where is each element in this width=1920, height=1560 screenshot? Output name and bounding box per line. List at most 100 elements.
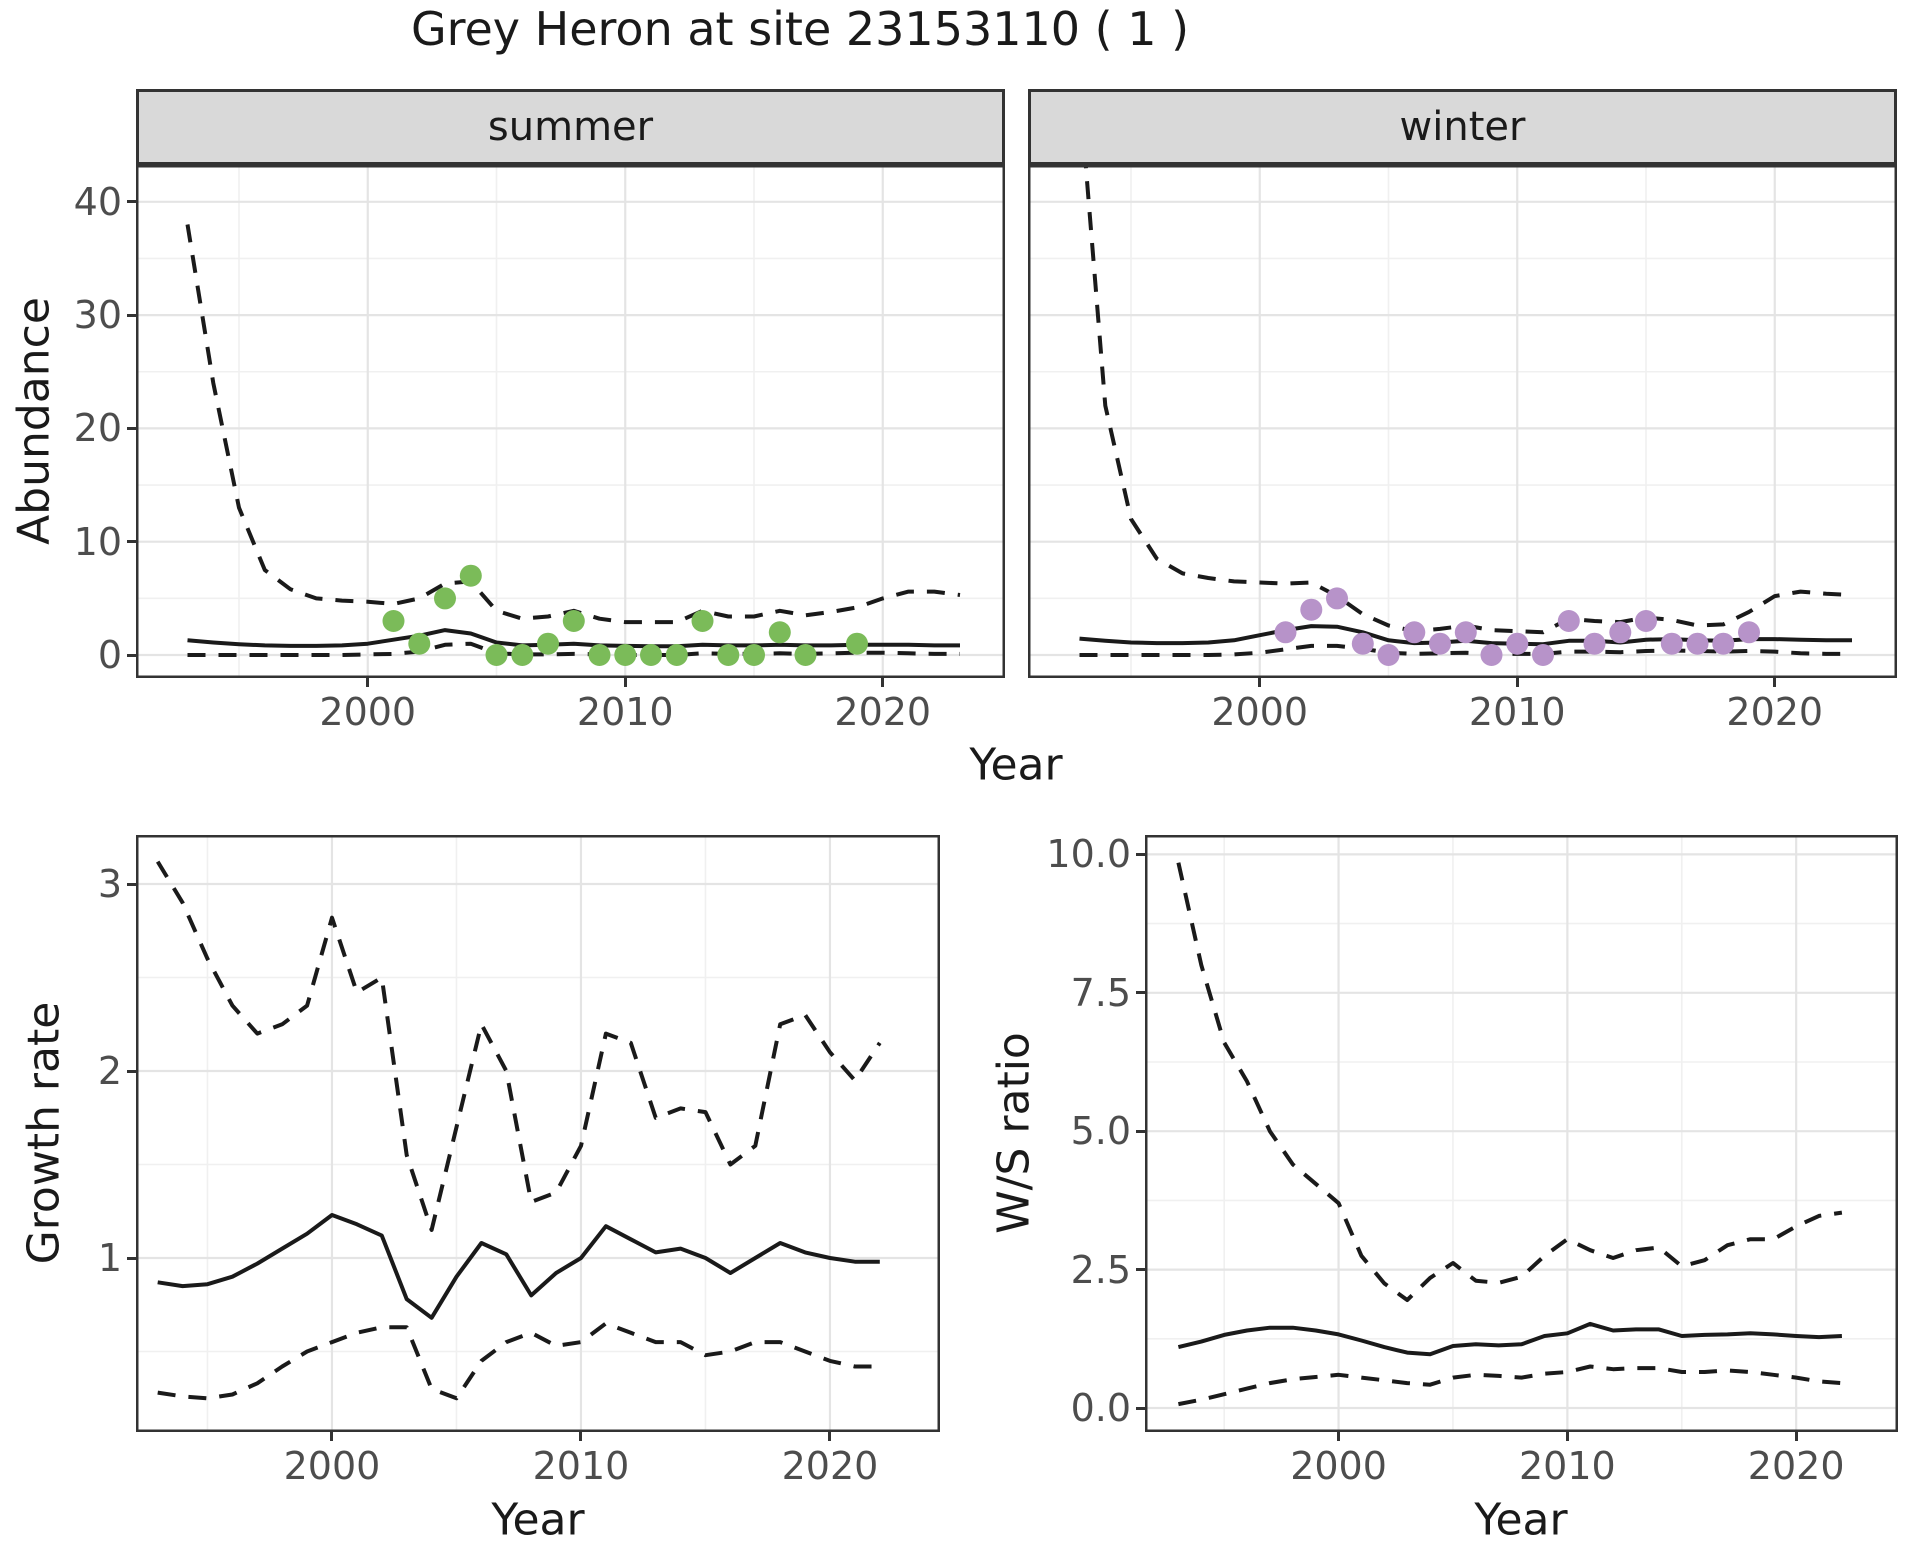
observation-point [846, 632, 868, 655]
y-tick-label: 10.0 [1046, 832, 1131, 877]
observation-point [562, 610, 585, 632]
y-tick-mark [127, 200, 136, 204]
x-tick-label: 2020 [1747, 1444, 1845, 1488]
observation-point [1300, 598, 1323, 621]
observation-point [1403, 621, 1426, 644]
observation-point [382, 610, 405, 632]
y-tick-mark [1136, 852, 1145, 856]
x-tick-label: 2010 [1519, 1444, 1616, 1488]
ci-lower-line [157, 1321, 880, 1401]
y-tick-mark [127, 882, 136, 886]
x-tick-label: 2000 [1290, 1444, 1387, 1488]
y-tick-label: 3 [97, 862, 122, 906]
y-tick-label: 2 [97, 1049, 122, 1093]
observation-point [511, 644, 534, 666]
observation-point [665, 644, 688, 666]
y-tick-label: 0.0 [1070, 1386, 1131, 1430]
facet-strip-summer: summer [136, 89, 1005, 165]
observation-point [1506, 632, 1529, 655]
facet-strip-summer-label: summer [487, 104, 654, 150]
observation-point [1429, 632, 1451, 655]
y-tick-label: 5.0 [1070, 1109, 1131, 1154]
observation-point [743, 644, 765, 666]
ci-lower-line [1178, 1364, 1843, 1407]
panel-border [136, 165, 1005, 678]
x-tick-mark [579, 1432, 583, 1441]
panel-border [136, 835, 940, 1432]
observation-point [1454, 621, 1477, 644]
ci-upper-line [185, 224, 961, 625]
x-tick-label: 2020 [834, 690, 932, 734]
observation-point [1583, 632, 1606, 655]
observation-point [485, 644, 508, 666]
x-tick-mark [881, 678, 885, 687]
ci-upper-line [1083, 165, 1853, 635]
y-tick-mark [127, 1256, 136, 1260]
ci-upper-line [1176, 862, 1843, 1302]
y-tick-label: 10 [73, 519, 122, 564]
x-tick-label: 2000 [1211, 690, 1309, 734]
growth_rate-plot [136, 835, 940, 1432]
panel-border [1028, 165, 1897, 678]
x-tick-label: 2000 [319, 690, 417, 734]
y-tick-mark [1136, 1129, 1145, 1133]
facet-strip-winter-label: winter [1399, 104, 1526, 150]
observation-point [1738, 621, 1760, 644]
ci-upper-line [155, 860, 882, 1232]
y-tick-label: 2.5 [1070, 1247, 1131, 1292]
x-tick-label: 2020 [1726, 690, 1824, 734]
x-tick-mark [828, 1432, 832, 1441]
observation-point [1557, 610, 1580, 632]
x-tick-mark [366, 678, 370, 687]
facet-strip-winter: winter [1028, 89, 1897, 165]
observation-point [1480, 644, 1503, 666]
observation-point [1686, 632, 1709, 655]
x-tick-label: 2020 [781, 1444, 879, 1488]
observation-point [459, 564, 482, 587]
observation-point [1712, 632, 1735, 655]
observation-point [408, 632, 431, 655]
y-tick-mark [1136, 991, 1145, 995]
y-tick-mark [127, 540, 136, 544]
ci-lower-line [187, 641, 960, 657]
observation-point [1274, 621, 1297, 644]
observation-point [640, 644, 662, 666]
y-tick-mark [127, 1069, 136, 1073]
x-tick-mark [1337, 1432, 1341, 1441]
y-tick-label: 0 [97, 633, 122, 677]
observation-point [434, 587, 456, 610]
y-tick-mark [1136, 1406, 1145, 1410]
ws_ratio-plot [1145, 835, 1898, 1432]
x-tick-label: 2000 [283, 1444, 381, 1488]
fit-line [157, 1213, 880, 1320]
observation-point [794, 644, 817, 666]
y-tick-label: 30 [73, 293, 122, 338]
x-tick-mark [330, 1432, 334, 1441]
y-tick-mark [127, 653, 136, 657]
y-tick-label: 20 [73, 406, 122, 451]
top-year-axis-title: Year [969, 739, 1063, 791]
observation-point [588, 644, 611, 666]
x-tick-mark [1515, 678, 1519, 687]
x-tick-mark [623, 678, 627, 687]
y-tick-mark [127, 426, 136, 430]
fit-line [1177, 1321, 1842, 1357]
observation-point [691, 610, 714, 632]
x-tick-mark [1258, 678, 1262, 687]
x-tick-mark [1565, 1432, 1569, 1441]
bottom-left-year-axis-title: Year [491, 1494, 585, 1546]
observation-point [1377, 644, 1400, 666]
summer-plot [136, 165, 1005, 678]
x-tick-label: 2010 [532, 1444, 630, 1488]
panel-border [1145, 835, 1898, 1432]
growth-rate-axis-title: Growth rate [18, 1001, 70, 1265]
winter-plot [1028, 165, 1897, 678]
bottom-right-year-axis-title: Year [1474, 1494, 1568, 1546]
observation-point [717, 644, 740, 666]
observation-point [537, 632, 559, 655]
y-tick-mark [127, 313, 136, 317]
x-tick-mark [1794, 1432, 1798, 1441]
fit-line [187, 628, 960, 649]
observation-point [614, 644, 637, 666]
